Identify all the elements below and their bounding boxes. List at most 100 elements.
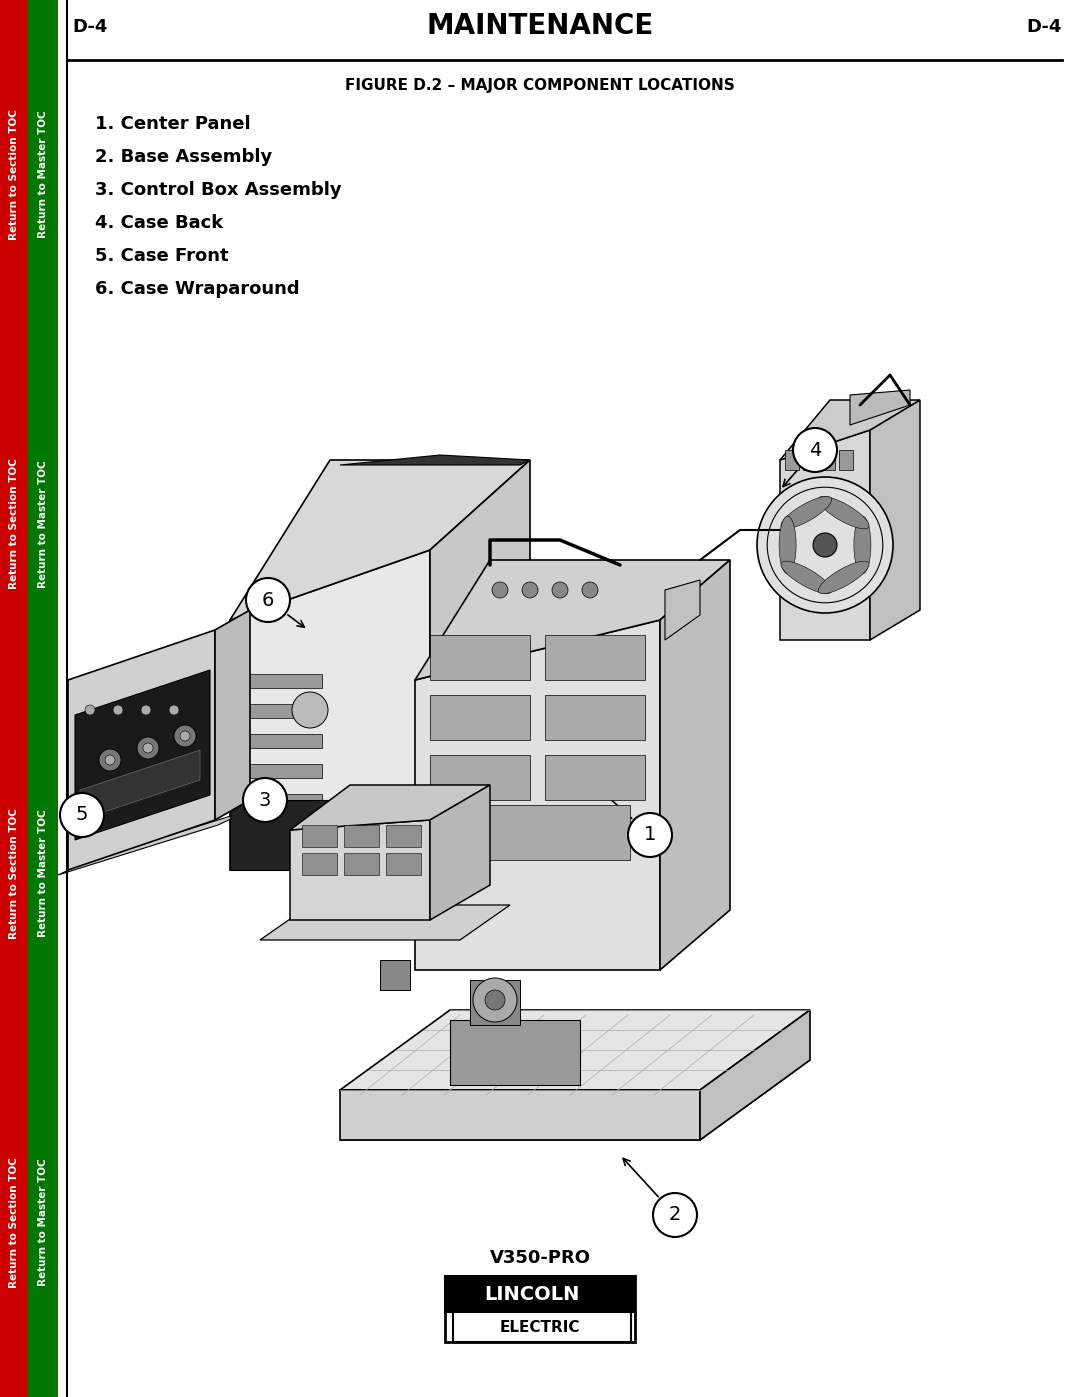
- Polygon shape: [291, 820, 430, 921]
- Bar: [302, 854, 337, 875]
- Bar: [242, 733, 322, 747]
- Text: Return to Section TOC: Return to Section TOC: [9, 458, 19, 590]
- Text: Return to Master TOC: Return to Master TOC: [38, 1158, 48, 1287]
- Circle shape: [246, 578, 291, 622]
- Text: 1. Center Panel: 1. Center Panel: [95, 115, 251, 133]
- Bar: [28, 0, 58, 1397]
- Circle shape: [485, 990, 505, 1010]
- Polygon shape: [415, 560, 730, 680]
- Bar: [345, 854, 379, 875]
- Circle shape: [582, 583, 598, 598]
- Bar: [821, 450, 835, 469]
- Bar: [302, 826, 337, 847]
- Polygon shape: [660, 560, 730, 970]
- Text: ELECTRIC: ELECTRIC: [500, 1320, 580, 1334]
- Text: Return to Master TOC: Return to Master TOC: [38, 460, 48, 588]
- Bar: [804, 450, 816, 469]
- Circle shape: [793, 427, 837, 472]
- Text: 2: 2: [669, 1206, 681, 1225]
- Text: Return to Master TOC: Return to Master TOC: [38, 110, 48, 239]
- Ellipse shape: [819, 496, 869, 529]
- Polygon shape: [450, 1020, 580, 1085]
- Circle shape: [99, 749, 121, 771]
- Polygon shape: [75, 671, 210, 840]
- Circle shape: [141, 705, 151, 715]
- Text: FIGURE D.2 – MAJOR COMPONENT LOCATIONS: FIGURE D.2 – MAJOR COMPONENT LOCATIONS: [346, 78, 734, 94]
- Text: 3: 3: [259, 791, 271, 809]
- Bar: [430, 805, 630, 861]
- Polygon shape: [291, 785, 490, 830]
- Polygon shape: [700, 1010, 810, 1140]
- Polygon shape: [430, 460, 530, 870]
- Circle shape: [492, 583, 508, 598]
- Polygon shape: [58, 810, 249, 875]
- Text: V350-PRO: V350-PRO: [489, 1249, 591, 1267]
- Bar: [545, 754, 645, 800]
- Circle shape: [143, 743, 153, 753]
- Polygon shape: [780, 400, 920, 460]
- Circle shape: [627, 813, 672, 856]
- Circle shape: [113, 705, 123, 715]
- Polygon shape: [380, 960, 410, 990]
- Text: 1: 1: [644, 826, 657, 845]
- Bar: [345, 826, 379, 847]
- Circle shape: [552, 583, 568, 598]
- Polygon shape: [68, 630, 215, 870]
- Text: MAINTENANCE: MAINTENANCE: [427, 13, 653, 41]
- Ellipse shape: [819, 562, 869, 594]
- Circle shape: [168, 705, 179, 715]
- Text: 6: 6: [261, 591, 274, 609]
- Polygon shape: [230, 550, 430, 870]
- Polygon shape: [230, 460, 530, 620]
- Text: Return to Section TOC: Return to Section TOC: [9, 1157, 19, 1288]
- Circle shape: [105, 754, 114, 766]
- Ellipse shape: [781, 562, 832, 594]
- Bar: [430, 636, 530, 680]
- Circle shape: [522, 583, 538, 598]
- Bar: [839, 450, 853, 469]
- Text: 6. Case Wraparound: 6. Case Wraparound: [95, 279, 299, 298]
- Text: 5: 5: [76, 806, 89, 824]
- Circle shape: [292, 692, 328, 728]
- Bar: [242, 764, 322, 778]
- Bar: [545, 694, 645, 740]
- Polygon shape: [230, 800, 430, 870]
- Polygon shape: [470, 981, 519, 1025]
- Polygon shape: [430, 785, 490, 921]
- Text: Return to Section TOC: Return to Section TOC: [9, 109, 19, 240]
- Polygon shape: [340, 455, 530, 465]
- Circle shape: [174, 725, 195, 747]
- Bar: [785, 450, 799, 469]
- Polygon shape: [260, 905, 510, 940]
- Bar: [386, 854, 421, 875]
- Circle shape: [473, 978, 517, 1023]
- Circle shape: [813, 534, 837, 557]
- Circle shape: [60, 793, 104, 837]
- Ellipse shape: [779, 515, 796, 574]
- Ellipse shape: [781, 496, 832, 529]
- Text: 2. Base Assembly: 2. Base Assembly: [95, 148, 272, 166]
- Bar: [430, 694, 530, 740]
- Bar: [445, 1275, 635, 1312]
- Bar: [242, 793, 322, 807]
- Polygon shape: [665, 580, 700, 640]
- Polygon shape: [340, 1010, 810, 1090]
- Text: 3. Control Box Assembly: 3. Control Box Assembly: [95, 182, 341, 198]
- Bar: [0, 0, 28, 1397]
- Bar: [453, 1312, 631, 1343]
- Text: D-4: D-4: [1027, 18, 1062, 36]
- Text: ®: ®: [625, 1280, 635, 1289]
- Text: LINCOLN: LINCOLN: [484, 1284, 580, 1303]
- Text: Return to Section TOC: Return to Section TOC: [9, 807, 19, 939]
- Text: 4: 4: [809, 440, 821, 460]
- Ellipse shape: [854, 515, 870, 574]
- Circle shape: [243, 778, 287, 821]
- Bar: [242, 673, 322, 687]
- Polygon shape: [80, 750, 200, 820]
- Bar: [445, 1275, 635, 1343]
- Circle shape: [85, 705, 95, 715]
- Polygon shape: [215, 610, 249, 820]
- Bar: [242, 704, 322, 718]
- Circle shape: [137, 738, 159, 759]
- Text: 4. Case Back: 4. Case Back: [95, 214, 224, 232]
